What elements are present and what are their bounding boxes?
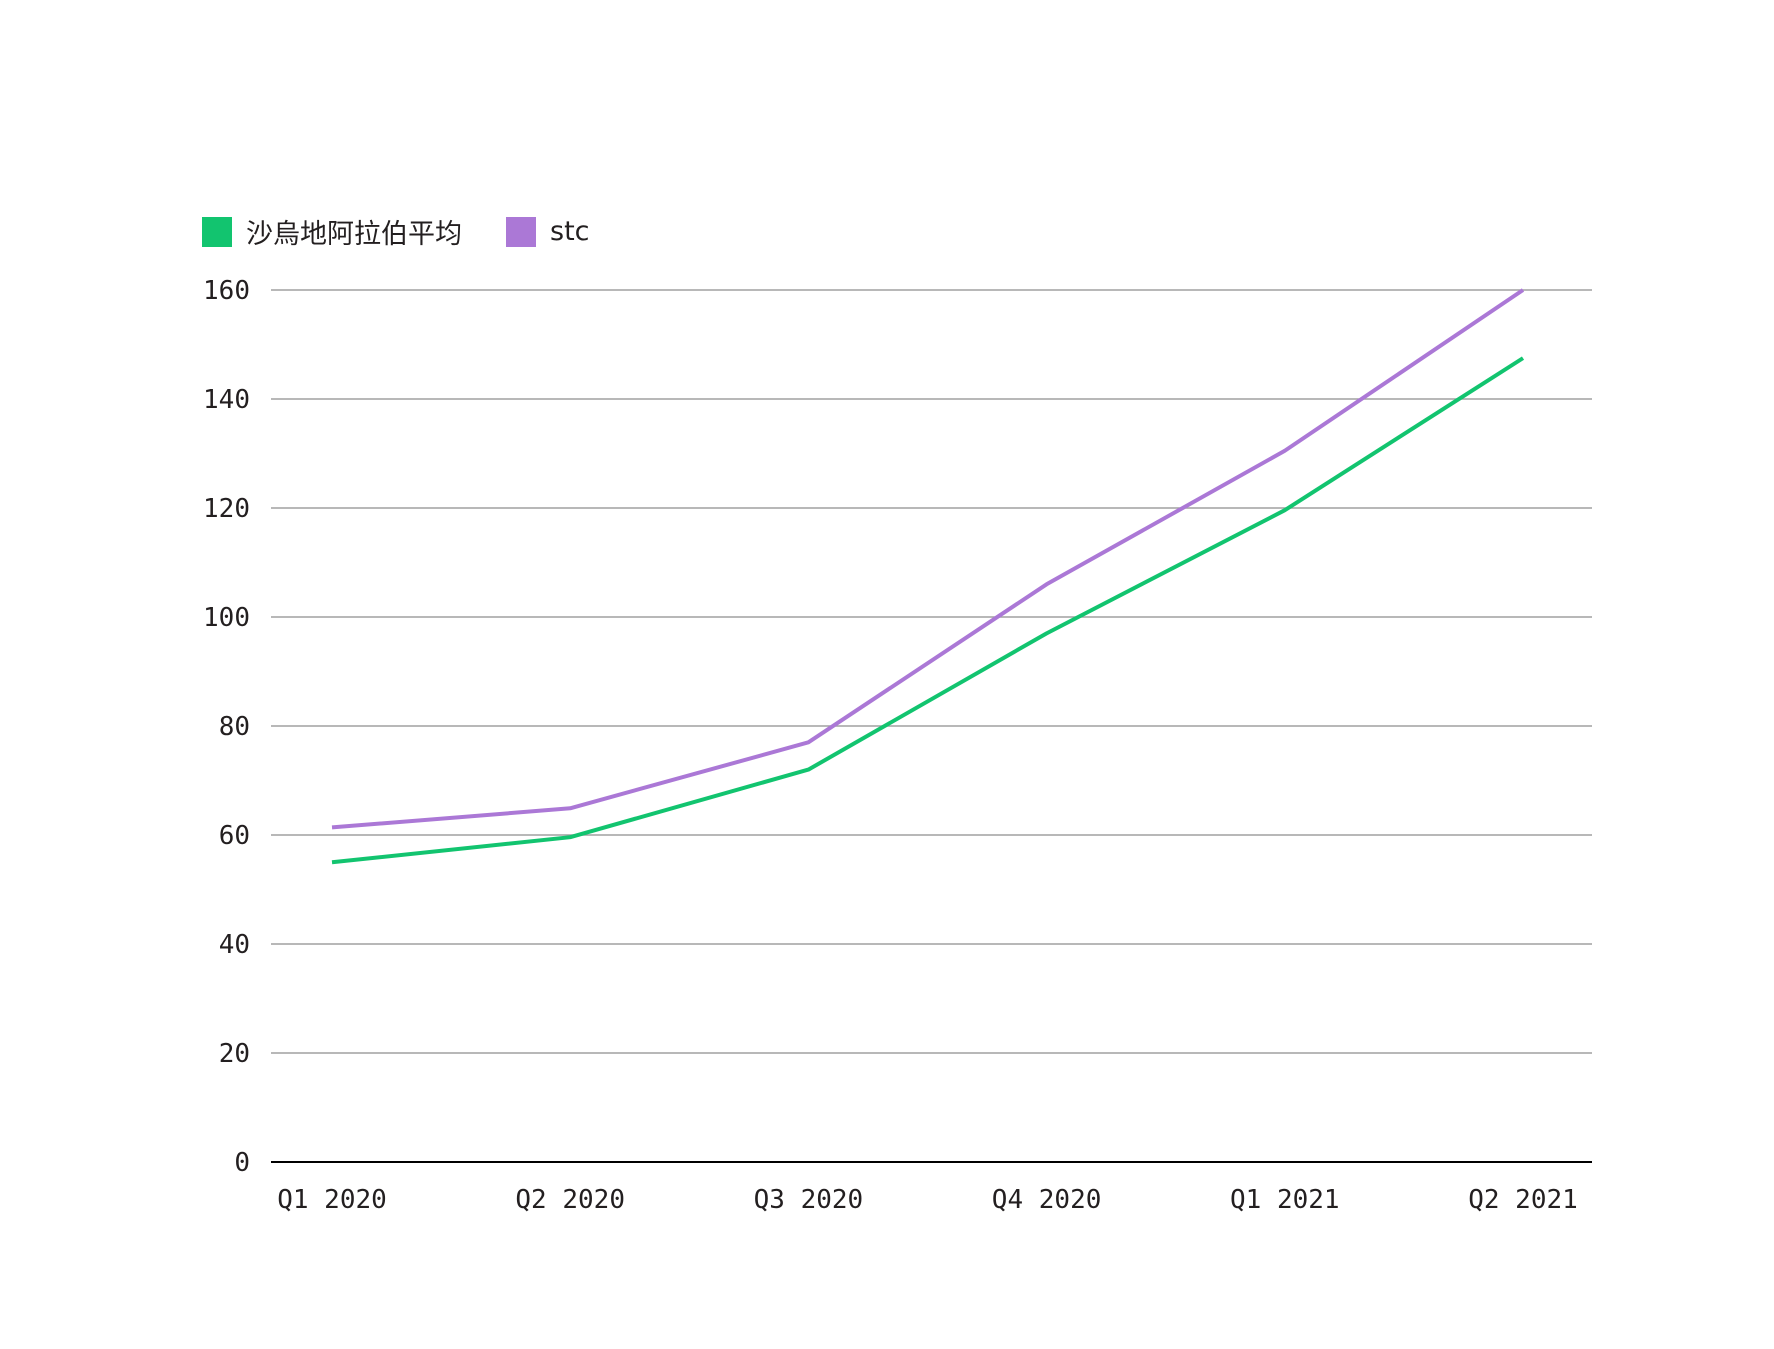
x-tick-label: Q2 2020: [515, 1185, 625, 1215]
x-tick-label: Q1 2020: [277, 1185, 387, 1215]
x-tick-label: Q3 2020: [754, 1185, 864, 1215]
legend-label: stc: [550, 216, 590, 247]
y-tick-label: 60: [219, 821, 250, 851]
y-tick-label: 40: [219, 930, 250, 960]
y-tick-label: 80: [219, 712, 250, 742]
x-tick-label: Q2 2021: [1468, 1185, 1578, 1215]
legend-item-saudi-average: 沙烏地阿拉伯平均: [202, 212, 462, 251]
series-line-2: [331, 288, 1525, 830]
legend-swatch-purple: [506, 216, 536, 247]
y-tick-label: 0: [234, 1148, 250, 1178]
x-tick-label: Q1 2021: [1230, 1185, 1340, 1215]
x-tick-label: Q4 2020: [992, 1185, 1102, 1215]
y-tick-label: 120: [203, 494, 250, 524]
y-tick-label: 20: [219, 1039, 250, 1069]
y-tick-label: 160: [203, 276, 250, 306]
legend-swatch-green: [202, 216, 232, 247]
legend-label: 沙烏地阿拉伯平均: [246, 219, 462, 250]
y-tick-label: 100: [203, 603, 250, 633]
y-tick-label: 140: [203, 385, 250, 415]
legend-item-stc: stc: [506, 216, 590, 247]
series-line-1: [331, 356, 1525, 865]
legend: 沙烏地阿拉伯平均 stc: [202, 212, 634, 251]
